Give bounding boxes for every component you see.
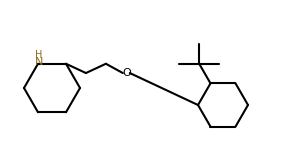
- Text: H: H: [35, 50, 43, 60]
- Text: N: N: [35, 57, 43, 67]
- Text: O: O: [123, 68, 131, 78]
